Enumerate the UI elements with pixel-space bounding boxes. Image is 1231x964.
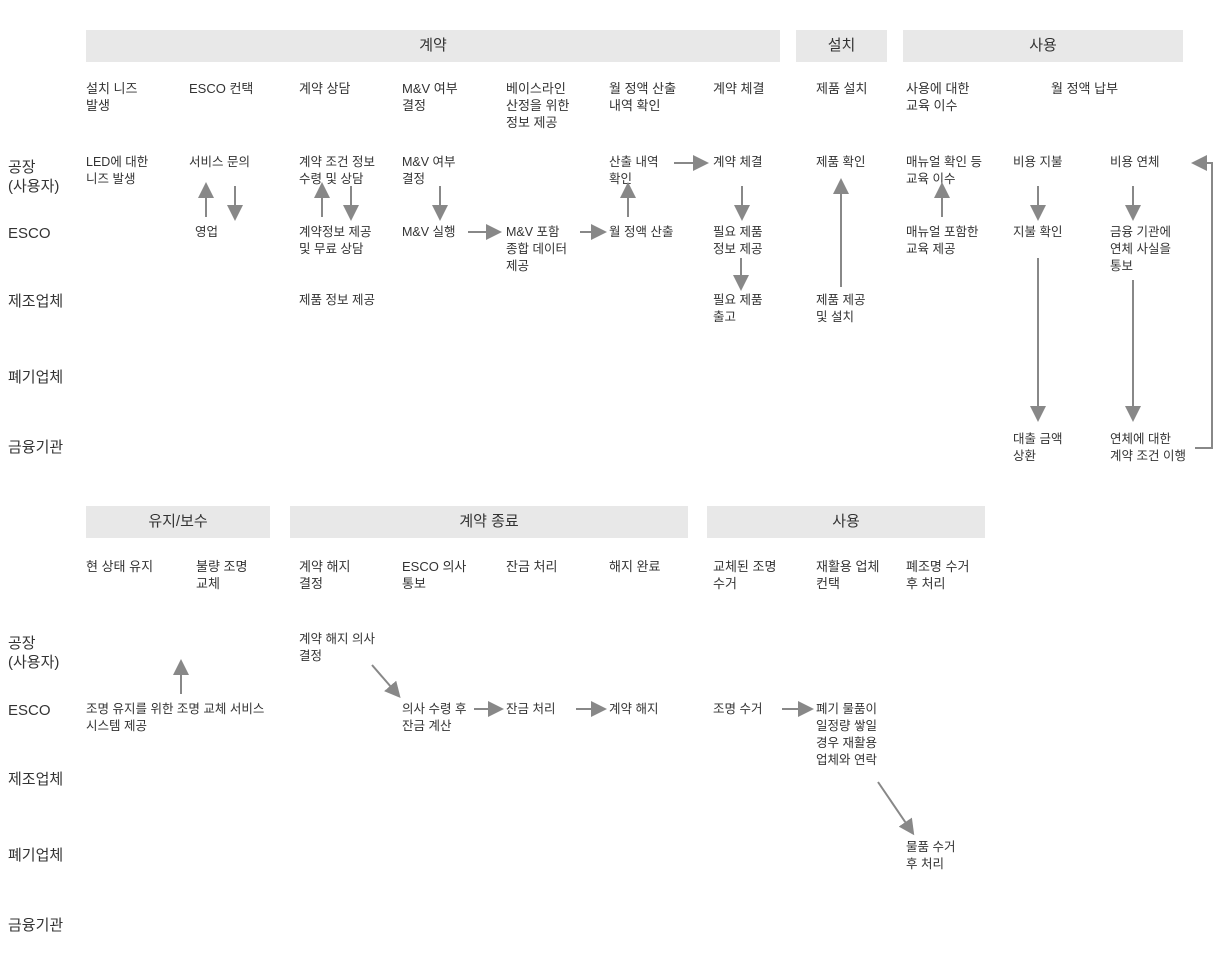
row-label: 폐기업체 [8,368,63,387]
cell: 필요 제품출고 [713,292,762,326]
cell: M&V 여부결정 [402,154,456,188]
phase-header: 계약 종료 [290,506,688,538]
cell: 비용 지불 [1013,154,1062,171]
cell: 연체에 대한계약 조건 이행 [1110,431,1186,465]
sub-header: ESCO 의사통보 [402,558,466,592]
phase-label: 계약 [419,37,447,54]
phase-header: 계약 [86,30,780,62]
cell: 지불 확인 [1013,224,1062,241]
row-label: ESCO [8,701,51,720]
phase-label: 설치 [828,37,856,54]
row-label: 폐기업체 [8,846,63,865]
sub-header: 계약 상담 [299,80,350,97]
sub-header: 계약 해지결정 [299,558,350,592]
phase-header: 설치 [796,30,887,62]
sub-header: 사용에 대한교육 이수 [906,80,969,114]
cell: 매뉴얼 포함한교육 제공 [906,224,978,258]
cell: 계약 조건 정보수령 및 상담 [299,154,375,188]
sub-header: M&V 여부결정 [402,80,458,114]
cell: LED에 대한니즈 발생 [86,154,148,188]
cell: 비용 연체 [1110,154,1159,171]
row-label: 금융기관 [8,438,63,457]
phase-label: 사용 [832,513,860,530]
phase-label: 계약 종료 [459,513,518,530]
row-label: 제조업체 [8,770,63,789]
sub-header: 설치 니즈발생 [86,80,137,114]
cell: 조명 유지를 위한 조명 교체 서비스시스템 제공 [86,701,264,735]
sub-header: 베이스라인산정을 위한정보 제공 [506,80,569,131]
row-label: 공장(사용자) [8,158,59,196]
cell: 매뉴얼 확인 등교육 이수 [906,154,982,188]
sub-header: 폐조명 수거후 처리 [906,558,969,592]
cell: 대출 금액상환 [1013,431,1062,465]
sub-header: 현 상태 유지 [86,558,153,575]
cell: 금융 기관에연체 사실을통보 [1110,224,1171,275]
cell: 폐기 물품이일정량 쌓일경우 재활용업체와 연락 [816,701,877,769]
sub-header: 월 정액 납부 [1051,80,1118,97]
cell: 제품 정보 제공 [299,292,375,309]
phase-label: 유지/보수 [148,513,207,530]
cell: 의사 수령 후잔금 계산 [402,701,466,735]
phase-header: 사용 [903,30,1183,62]
cell: 제품 제공및 설치 [816,292,865,326]
row-label: 공장(사용자) [8,634,59,672]
phase-header: 사용 [707,506,985,538]
sub-header: 불량 조명교체 [196,558,247,592]
cell: 계약 체결 [713,154,762,171]
sub-header: 월 정액 산출내역 확인 [609,80,676,114]
cell: 월 정액 산출 [609,224,673,241]
cell: 산출 내역확인 [609,154,658,188]
arrows-layer [0,0,1231,964]
cell: 조명 수거 [713,701,762,718]
cell: 물품 수거후 처리 [906,839,955,873]
cell: 필요 제품정보 제공 [713,224,762,258]
sub-header: 제품 설치 [816,80,867,97]
cell: 계약정보 제공및 무료 상담 [299,224,371,258]
phase-header: 유지/보수 [86,506,270,538]
row-label: ESCO [8,224,51,243]
phase-label: 사용 [1029,37,1057,54]
sub-header: ESCO 컨택 [189,80,253,97]
cell: 서비스 문의 [189,154,250,171]
cell: M&V 포함종합 데이터제공 [506,224,567,275]
cell: 계약 해지 의사결정 [299,631,375,665]
cell: 제품 확인 [816,154,865,171]
sub-header: 교체된 조명수거 [713,558,776,592]
cell: 잔금 처리 [506,701,555,718]
sub-header: 잔금 처리 [506,558,557,575]
cell: 영업 [195,224,218,241]
row-label: 제조업체 [8,292,63,311]
cell: M&V 실행 [402,224,456,241]
cell: 계약 해지 [609,701,658,718]
sub-header: 계약 체결 [713,80,764,97]
sub-header: 해지 완료 [609,558,660,575]
sub-header: 재활용 업체컨택 [816,558,879,592]
row-label: 금융기관 [8,916,63,935]
